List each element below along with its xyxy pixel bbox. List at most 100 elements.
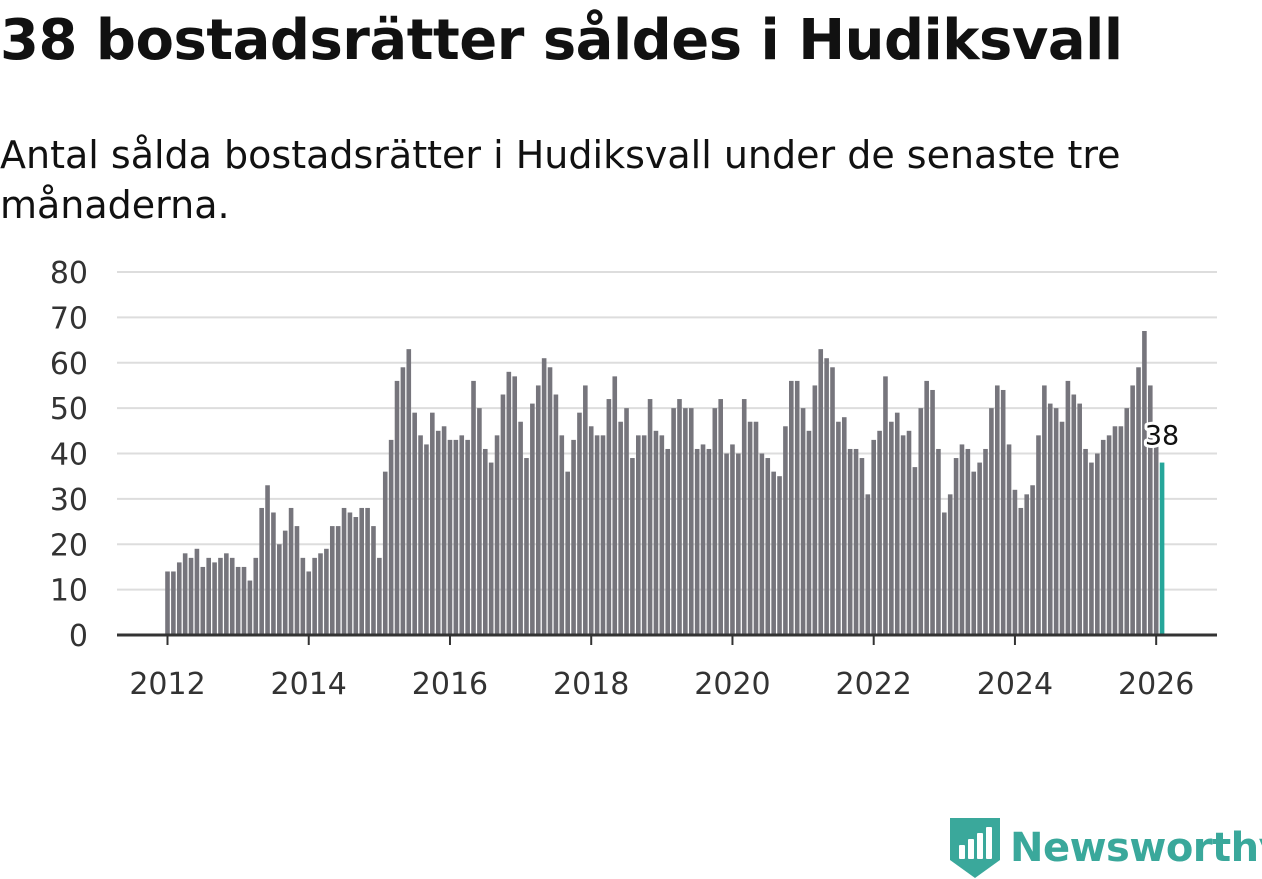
bar	[836, 421, 841, 635]
bar	[265, 485, 270, 635]
bar	[200, 566, 206, 635]
brand-logo[interactable]: Newsworthy	[950, 818, 1262, 878]
bar	[971, 471, 977, 635]
bar	[983, 448, 988, 635]
bar	[806, 430, 812, 635]
bar	[712, 408, 718, 635]
y-tick-label: 40	[50, 438, 88, 473]
bar	[789, 380, 794, 635]
bar	[206, 557, 211, 635]
bar	[218, 557, 223, 635]
bar	[989, 408, 994, 635]
bar	[900, 435, 906, 635]
bar	[553, 394, 559, 635]
bar	[924, 380, 929, 635]
bar	[847, 448, 853, 635]
x-tick-label: 2026	[1118, 667, 1194, 702]
bar	[424, 444, 429, 635]
bar	[530, 403, 535, 635]
bar	[406, 349, 412, 635]
bar	[765, 458, 771, 635]
bar	[571, 439, 576, 635]
bar	[594, 435, 600, 635]
bar	[176, 562, 182, 635]
y-tick-label: 80	[50, 256, 88, 291]
bar	[477, 408, 482, 635]
y-tick-label: 0	[69, 619, 88, 654]
bar	[753, 421, 759, 635]
bar	[224, 553, 229, 635]
bar	[435, 430, 441, 635]
bar	[877, 430, 882, 635]
bar	[447, 439, 453, 635]
bar	[506, 371, 512, 635]
bar	[1106, 435, 1112, 635]
bar	[759, 453, 765, 635]
bar	[453, 439, 459, 635]
bar	[1124, 408, 1130, 635]
y-tick-label: 50	[50, 392, 88, 427]
bar	[365, 507, 370, 635]
bar	[730, 444, 735, 635]
bar	[541, 358, 547, 635]
bar	[388, 439, 394, 635]
bar	[1089, 462, 1094, 635]
y-tick-label: 20	[50, 528, 88, 563]
bar	[1006, 444, 1012, 635]
bar	[535, 385, 541, 635]
bar	[459, 435, 465, 635]
bar	[188, 557, 194, 635]
bar	[677, 399, 682, 635]
bar	[812, 385, 818, 635]
bar	[1018, 507, 1024, 635]
bar	[747, 421, 753, 635]
bar	[412, 412, 417, 635]
bar	[194, 548, 200, 635]
highlight-value-label: 38	[1145, 421, 1179, 452]
bar	[371, 526, 376, 635]
bar	[294, 526, 300, 635]
bar	[353, 517, 359, 635]
newsworthy-logo-icon	[950, 818, 1000, 878]
bar	[830, 367, 835, 635]
bar	[577, 412, 582, 635]
bar	[936, 448, 941, 635]
bar	[430, 412, 435, 635]
bar	[853, 448, 859, 635]
bar	[1083, 448, 1088, 635]
bar	[647, 399, 653, 635]
x-tick-label: 2020	[694, 667, 770, 702]
bar	[277, 544, 282, 635]
bar	[1071, 394, 1077, 635]
bar	[724, 453, 729, 635]
bar	[359, 507, 365, 635]
y-tick-label: 30	[50, 483, 88, 518]
bar	[977, 462, 982, 635]
bar	[465, 439, 470, 635]
bar	[618, 421, 623, 635]
bar	[1012, 489, 1018, 635]
bar	[800, 408, 806, 635]
bar	[300, 557, 306, 635]
bar	[335, 526, 341, 635]
bar	[1153, 439, 1159, 635]
bar	[947, 494, 953, 635]
bar	[641, 435, 647, 635]
bar	[1024, 494, 1030, 635]
bar	[229, 557, 235, 635]
bar	[688, 408, 694, 635]
bar	[741, 399, 747, 635]
bar	[824, 358, 829, 635]
bar	[653, 430, 659, 635]
bar	[471, 380, 476, 635]
bar	[306, 571, 312, 635]
x-tick-label: 2018	[553, 667, 629, 702]
bar	[942, 512, 947, 635]
bar	[377, 557, 382, 635]
bar	[889, 421, 894, 635]
bar	[706, 448, 712, 635]
bar	[324, 548, 329, 635]
bar	[930, 389, 935, 635]
bar	[1065, 380, 1071, 635]
brand-name: Newsworthy	[1010, 825, 1262, 871]
